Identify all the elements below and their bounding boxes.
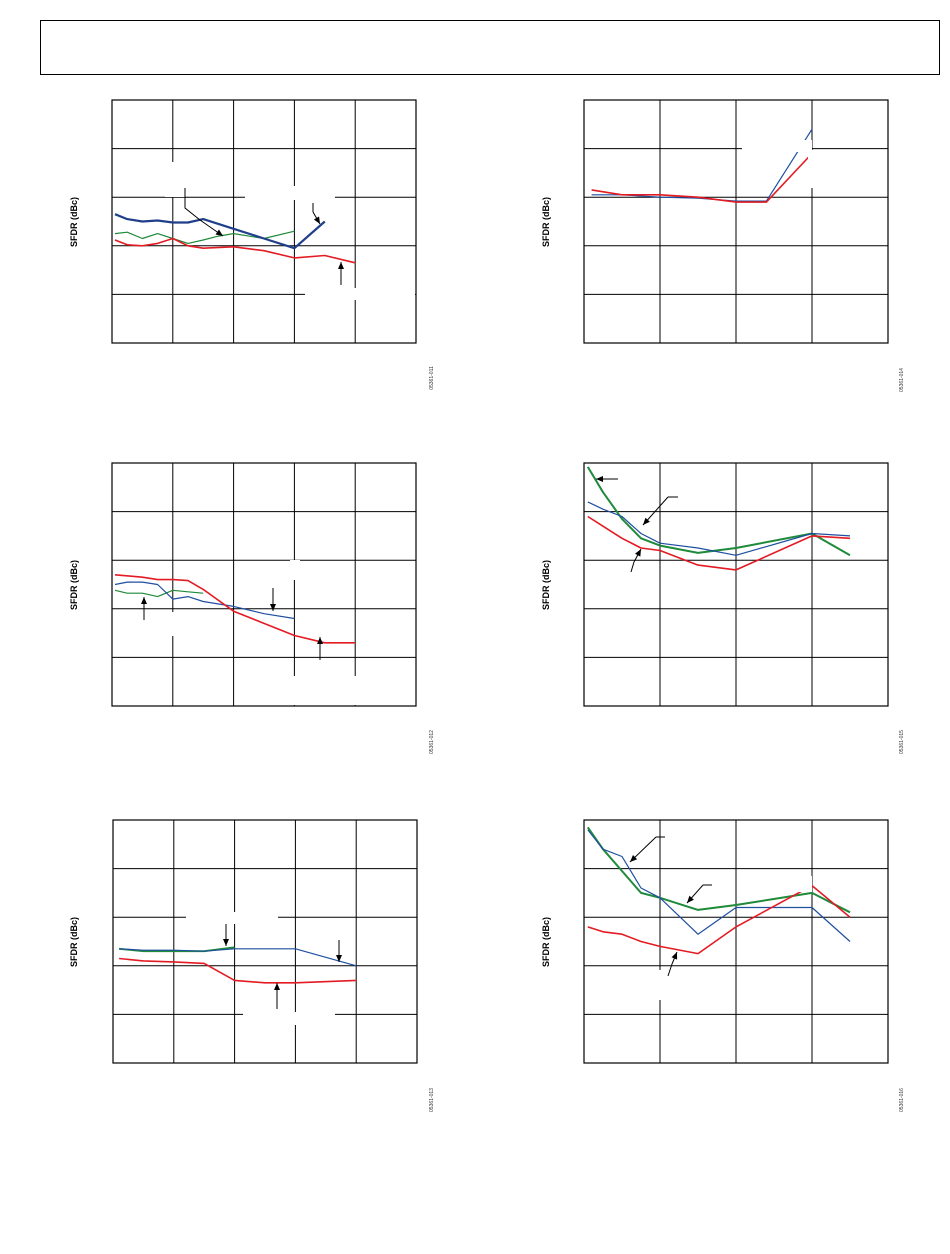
figure-id: 05361-013 xyxy=(429,1088,435,1112)
y-axis-label: SFDR (dBc) xyxy=(69,560,79,610)
label-area xyxy=(305,288,415,300)
callout-arrowhead xyxy=(338,262,344,269)
figure-id: 05361-016 xyxy=(899,1088,905,1112)
series-line-red xyxy=(591,152,813,203)
figure-id: 05361-011 xyxy=(429,366,435,390)
callout-arrowhead xyxy=(596,476,603,482)
callout-line xyxy=(667,963,673,977)
series-line-blue_thin xyxy=(587,501,851,556)
callout-arrowhead xyxy=(223,939,229,946)
plot-frame xyxy=(112,819,418,1064)
label-area xyxy=(165,162,185,197)
y-axis-label: SFDR (dBc) xyxy=(541,197,551,247)
chart-05361-016: SFDR (dBc) 05361-016 xyxy=(541,819,905,1112)
series-line-blue_thin xyxy=(587,829,851,942)
callout-arrowhead xyxy=(643,517,650,525)
label-area xyxy=(808,150,820,188)
y-axis-label: SFDR (dBc) xyxy=(69,917,79,967)
y-axis-label: SFDR (dBc) xyxy=(69,197,79,247)
callout-arrowhead xyxy=(215,229,223,236)
callout-arrowhead xyxy=(336,955,342,962)
series-line-red xyxy=(587,515,851,571)
callout-arrowhead xyxy=(141,597,147,604)
series-line-blue_thin xyxy=(591,128,813,202)
series-line-red xyxy=(587,884,851,955)
callout-line xyxy=(184,188,201,221)
chart-05361-012: SFDR (dBc) 05361-012 xyxy=(69,462,435,754)
callout-arrowhead xyxy=(630,854,638,862)
callout-arrowhead xyxy=(687,895,694,903)
series-line-green xyxy=(586,826,851,914)
callout-arrowhead xyxy=(635,549,641,557)
figure-id: 05361-014 xyxy=(899,368,905,392)
series-line-green xyxy=(586,466,851,557)
label-area xyxy=(742,140,812,152)
chart-05361-011: SFDR (dBc) 05361-011 xyxy=(69,99,435,390)
label-area xyxy=(737,876,812,892)
y-axis-label: SFDR (dBc) xyxy=(541,917,551,967)
label-area xyxy=(292,676,357,705)
chart-05361-013: SFDR (dBc) 05361-013 xyxy=(69,819,435,1112)
series-line-blue_thin xyxy=(119,948,357,967)
callout-arrowhead xyxy=(317,637,323,644)
callout-arrowhead xyxy=(671,952,678,960)
series-line-red xyxy=(119,957,357,984)
series-line-green xyxy=(114,230,295,244)
page-header-box xyxy=(40,20,940,75)
label-area xyxy=(290,560,300,580)
series-line-green xyxy=(114,589,204,598)
series-line-blue_thick xyxy=(114,213,326,250)
callout-arrowhead xyxy=(313,216,320,224)
series-line-red xyxy=(114,574,356,644)
chart-05361-015: SFDR (dBc) 05361-015 xyxy=(541,462,905,754)
plot-frame xyxy=(583,819,889,1064)
plot-frame xyxy=(111,99,417,344)
label-area xyxy=(656,970,676,1000)
y-axis-label: SFDR (dBc) xyxy=(541,560,551,610)
label-area xyxy=(186,912,278,924)
callout-line xyxy=(630,561,635,573)
plot-frame xyxy=(111,462,417,707)
plot-frame xyxy=(583,99,889,344)
callout-arrowhead xyxy=(274,983,280,990)
figure-id: 05361-015 xyxy=(899,730,905,754)
label-area xyxy=(243,1012,335,1025)
series-line-red xyxy=(114,237,356,264)
label-area xyxy=(165,612,180,636)
callout-arrowhead xyxy=(270,604,276,611)
figure-id: 05361-012 xyxy=(429,730,435,754)
label-area xyxy=(245,186,335,200)
plot-frame xyxy=(583,462,889,707)
chart-05361-014: SFDR (dBc) 05361-014 xyxy=(541,99,905,392)
series-line-blue_thin xyxy=(114,581,295,620)
